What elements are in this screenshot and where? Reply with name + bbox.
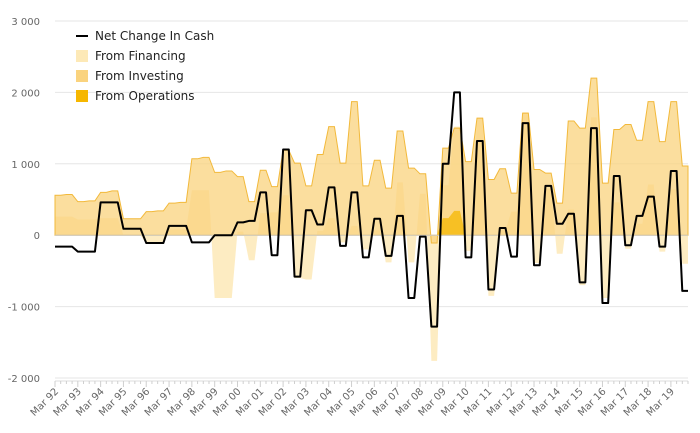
legend-label: From Operations [95,89,195,103]
y-axis-tick-labels: -2 000 -1 000 0 1 000 2 000 3 000 [8,17,40,385]
legend-label: From Financing [95,49,186,63]
net-change-in-cash-line [55,91,688,328]
area-from-investing [54,77,689,244]
legend-label: From Investing [95,69,184,83]
legend-swatch [76,90,88,102]
legend: Net Change In Cash From Financing From Inv… [76,29,214,103]
y-tick-label: 0 [34,231,40,242]
y-tick-label: 3 000 [11,17,40,28]
legend-swatch [76,70,88,82]
y-tick-label: -2 000 [8,374,40,385]
y-tick-label: -1 000 [8,303,40,314]
area-series [54,77,689,361]
y-tick-label: 1 000 [11,160,40,171]
legend-swatch [76,50,88,62]
net-change-line-group [55,91,688,328]
legend-label: Net Change In Cash [95,29,214,43]
y-tick-label: 2 000 [11,88,40,99]
